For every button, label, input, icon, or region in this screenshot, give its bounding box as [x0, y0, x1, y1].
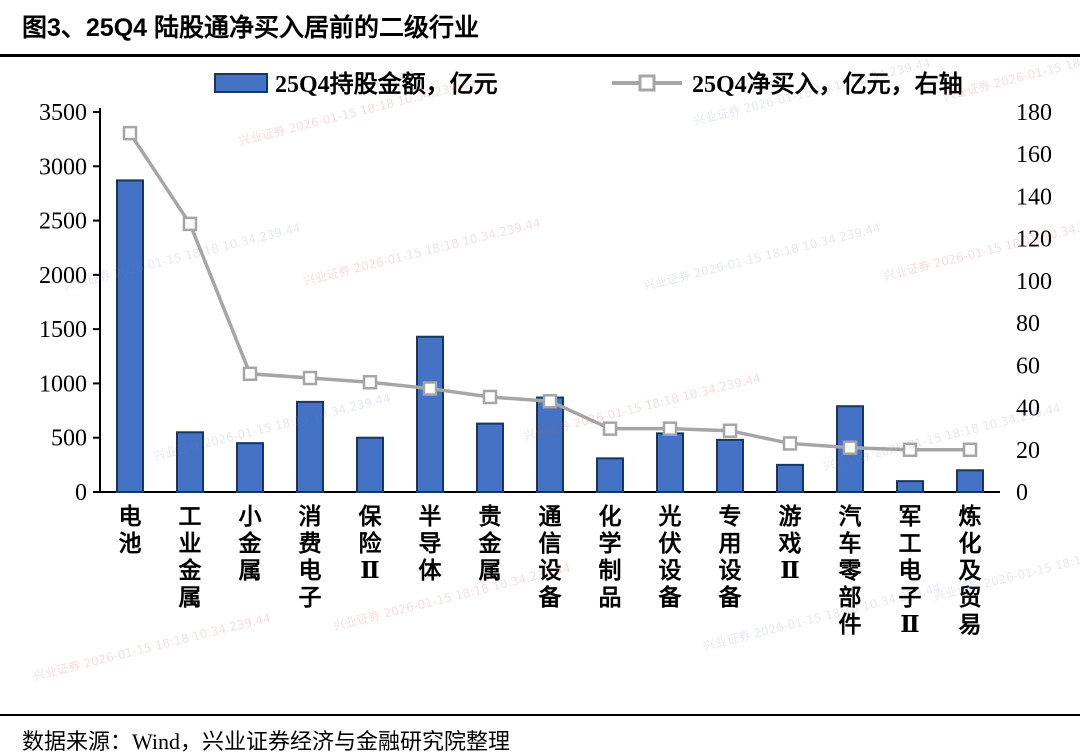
data-source-note: 数据来源：Wind，兴业证券经济与金融研究院整理 [0, 714, 1080, 755]
right-axis-tick-label: 80 [1016, 311, 1040, 337]
right-axis-tick-label: 20 [1016, 438, 1040, 464]
line-marker [902, 442, 918, 458]
bar [716, 438, 744, 493]
line-marker [722, 423, 738, 439]
line-marker [482, 389, 498, 405]
line-marker [782, 436, 798, 451]
category-label: 保险 Ⅱ [358, 503, 383, 583]
line-marker [302, 370, 318, 386]
bar [416, 335, 444, 493]
line-marker [662, 421, 678, 436]
category-label: 电池 [119, 504, 142, 556]
line-marker [242, 366, 258, 382]
left-axis-tick-label: 1500 [39, 317, 87, 343]
category-label: 小金属 [238, 504, 263, 583]
left-axis-tick-label: 0 [75, 480, 87, 506]
line-marker [542, 393, 558, 409]
category-label: 工业金属 [178, 504, 203, 610]
legend-line-label: 25Q4净买入，亿元，右轴 [692, 70, 963, 98]
bar-line-chart: 25Q4持股金额，亿元 25Q4净买入，亿元，右轴0500100015002000… [39, 70, 1052, 637]
category-label: 专用设备 [718, 503, 743, 610]
line-marker [602, 421, 618, 436]
bar [536, 396, 564, 493]
right-axis-tick-label: 60 [1016, 353, 1040, 379]
left-axis-tick-label: 2000 [39, 263, 87, 289]
line-marker [362, 374, 378, 390]
right-axis-tick-label: 40 [1016, 396, 1040, 422]
category-label: 游戏 Ⅱ [778, 503, 802, 583]
line-marker [182, 216, 198, 232]
line-marker [962, 442, 978, 458]
category-label: 化学制品 [599, 503, 622, 610]
category-label: 军工电子 Ⅱ [899, 504, 922, 637]
line-marker [842, 440, 858, 455]
category-label: 炼化及贸易 [959, 503, 982, 637]
bar [356, 436, 384, 494]
left-axis-tick-label: 2500 [39, 209, 87, 235]
right-axis-tick-label: 0 [1016, 480, 1028, 506]
line-marker [422, 381, 438, 396]
category-label: 汽车零部件 [838, 503, 863, 637]
legend-bar-swatch [214, 73, 268, 93]
right-axis-tick-label: 140 [1016, 184, 1052, 210]
bar [656, 432, 684, 493]
left-axis-tick-label: 3000 [39, 154, 87, 180]
right-axis-tick-label: 120 [1016, 227, 1052, 253]
category-label: 通信设备 [538, 504, 563, 610]
category-label: 贵金属 [478, 504, 503, 583]
bar [116, 179, 144, 493]
right-axis-tick-label: 180 [1016, 100, 1052, 126]
left-axis-tick-label: 3500 [39, 100, 87, 126]
line-marker [122, 125, 138, 141]
left-axis-tick-label: 1000 [39, 371, 87, 397]
bar [956, 469, 984, 493]
legend: 25Q4持股金额，亿元 25Q4净买入，亿元，右轴 [214, 70, 963, 98]
legend-line-marker [638, 74, 656, 92]
chart-title: 图3、25Q4 陆股通净买入居前的二级行业 [0, 0, 1080, 57]
right-axis-tick-label: 100 [1016, 269, 1052, 295]
category-label: 消费电子 [299, 504, 322, 610]
bar [176, 431, 204, 493]
right-axis-tick-label: 160 [1016, 142, 1052, 168]
bar [596, 457, 624, 494]
bar [896, 480, 924, 493]
category-label: 半导体 [419, 504, 443, 583]
bar [296, 400, 324, 493]
bar [776, 463, 804, 494]
left-axis-tick-label: 500 [51, 426, 87, 452]
legend-bar-label: 25Q4持股金额，亿元 [275, 70, 498, 98]
category-label: 光伏设备 [658, 504, 683, 610]
bar [236, 442, 264, 493]
bar [476, 422, 504, 494]
